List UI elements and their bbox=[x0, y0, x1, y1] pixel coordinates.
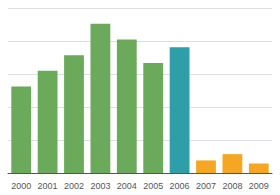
svg-text:2006: 2006 bbox=[170, 181, 190, 191]
svg-text:2008: 2008 bbox=[222, 181, 242, 191]
svg-text:2001: 2001 bbox=[38, 181, 58, 191]
svg-text:2003: 2003 bbox=[90, 181, 110, 191]
svg-text:2005: 2005 bbox=[143, 181, 163, 191]
svg-text:2002: 2002 bbox=[64, 181, 84, 191]
svg-text:2000: 2000 bbox=[11, 181, 31, 191]
svg-text:2004: 2004 bbox=[117, 181, 137, 191]
svg-text:2007: 2007 bbox=[196, 181, 216, 191]
svg-text:2009: 2009 bbox=[249, 181, 269, 191]
